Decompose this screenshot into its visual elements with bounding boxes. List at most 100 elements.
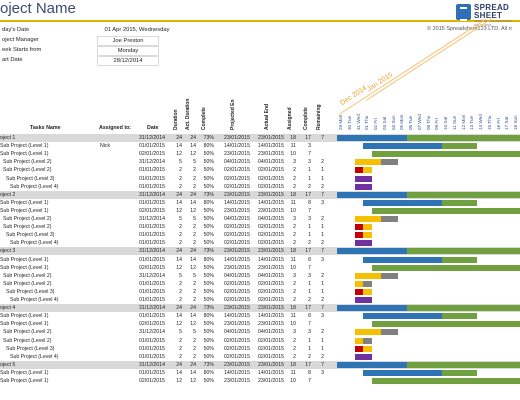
cell-as: 2 [293, 224, 296, 231]
cell-date: 02/01/2015 [139, 207, 165, 214]
cell-co: 2 [308, 353, 311, 360]
sub-project-row[interactable]: Sub Project (Level 3) 01/01/2015 2 2 50% 02/0… [0, 174, 520, 183]
sub-project-row[interactable]: Sub Project (Level 1) 02/01/2015 12 12 50% 23… [0, 377, 520, 386]
cell-dur: 2 [179, 288, 182, 295]
sub-project-row[interactable]: Sub Project (Level 4) 01/01/2015 2 2 50% 02/0… [0, 239, 520, 248]
gantt-bar-red [354, 167, 364, 174]
cell-date: 31/12/2014 [139, 329, 165, 336]
cell-task: Sub Project (Level 1) [0, 256, 49, 263]
gantt-bar-green [442, 199, 477, 206]
gantt-bar-yellow [354, 329, 381, 336]
cell-act: 24 [190, 305, 196, 312]
cell-pend: 23/01/2015 [224, 151, 250, 158]
sub-project-row[interactable]: Sub Project (Level 2) 31/12/2014 5 5 50% 04/0… [0, 328, 520, 337]
cell-pend: 02/01/2015 [224, 337, 250, 344]
sub-project-row[interactable]: Sub Project (Level 2) 31/12/2014 5 5 50% 04/0… [0, 158, 520, 167]
sub-project-row[interactable]: Sub Project (Level 2) 01/01/2015 2 2 50% 02/0… [0, 223, 520, 232]
cell-co: 3 [308, 272, 311, 279]
gantt-track [337, 174, 520, 183]
sub-project-row[interactable]: Sub Project (Level 3) 01/01/2015 2 2 50% 02/0… [0, 344, 520, 353]
sub-project-row[interactable]: Sub Project (Level 3) 01/01/2015 2 2 50% 02/0… [0, 287, 520, 296]
cell-pct: 80% [203, 199, 214, 206]
cell-date: 31/12/2014 [139, 135, 165, 141]
project-row[interactable]: oject 5 31/12/2014 24 24 73% 23/01/2015 23/01/… [0, 360, 520, 369]
sub-project-row[interactable]: Sub Project (Level 2) 01/01/2015 2 2 50% 02/0… [0, 336, 520, 345]
cell-act: 2 [193, 167, 196, 174]
gantt-track [337, 271, 520, 280]
cell-re: 3 [321, 256, 324, 263]
cell-dur: 5 [179, 216, 182, 222]
cell-co: 3 [308, 159, 311, 166]
cell-task: oject 1 [0, 135, 16, 141]
cell-date: 02/01/2015 [139, 378, 165, 384]
cell-date: 01/01/2015 [139, 199, 165, 206]
cell-date: 01/01/2015 [139, 280, 165, 287]
sub-project-row[interactable]: Sub Project (Level 1) 01/01/2015 14 14 80% 14… [0, 368, 520, 377]
gantt-track [337, 336, 520, 345]
sub-project-row[interactable]: Sub Project (Level 2) 01/01/2015 2 2 50% 02/0… [0, 279, 520, 288]
project-row[interactable]: oject 2 31/12/2014 24 24 73% 23/01/2015 23/01/… [0, 190, 520, 199]
gantt-bar-green [372, 321, 407, 328]
cell-act: 2 [193, 175, 196, 182]
sub-project-row[interactable]: Sub Project (Level 4) 01/01/2015 2 2 50% 02/0… [0, 352, 520, 361]
cell-re: 2 [321, 353, 324, 360]
start-date-field[interactable]: 28/12/2014 [97, 56, 159, 66]
sub-project-row[interactable]: Sub Project (Level 2) 31/12/2014 5 5 50% 04/0… [0, 215, 520, 224]
cell-task: Sub Project (Level 1) [0, 369, 49, 376]
cell-task: Sub Project (Level 1) [0, 378, 49, 384]
cell-dur: 14 [176, 256, 182, 263]
sub-project-row[interactable]: Sub Project (Level 2) 31/12/2014 5 5 50% 04/0… [0, 271, 520, 280]
sub-project-row[interactable]: Sub Project (Level 1) 02/01/2015 12 12 50% 23… [0, 320, 520, 329]
cell-aend: 23/01/2015 [258, 191, 284, 198]
project-row[interactable]: oject 4 31/12/2014 24 24 73% 23/01/2015 23/01/… [0, 304, 520, 313]
sub-project-row[interactable]: Sub Project (Level 3) 01/01/2015 2 2 50% 02/0… [0, 231, 520, 240]
cell-dur: 2 [179, 240, 182, 247]
sub-project-row[interactable]: Sub Project (Level 1) 02/01/2015 12 12 50% 23… [0, 150, 520, 159]
cell-co: 17 [305, 361, 311, 368]
cell-act: 12 [190, 321, 196, 328]
cell-act: 24 [190, 135, 196, 141]
cell-as: 10 [290, 151, 296, 158]
col-header-remaining: Remaining [316, 104, 322, 130]
gantt-bar-green [407, 264, 520, 271]
sub-project-row[interactable]: Sub Project (Level 1) 01/01/2015 14 14 80% 14… [0, 255, 520, 264]
cell-pct: 50% [203, 232, 214, 239]
gantt-bar-green [442, 369, 477, 376]
day-header: 09 Fri [434, 118, 440, 130]
project-row[interactable]: oject 1 31/12/2014 24 24 73% 23/01/2015 23/01/… [0, 134, 520, 143]
cell-pend: 02/01/2015 [224, 353, 250, 360]
sub-project-row[interactable]: Sub Project (Level 1) 01/01/2015 14 14 80% 14… [0, 198, 520, 207]
cell-pend: 14/01/2015 [224, 256, 250, 263]
cell-pct: 80% [203, 369, 214, 376]
cell-as: 11 [290, 369, 296, 376]
sub-project-row[interactable]: Sub Project (Level 1) 02/01/2015 12 12 50% 23… [0, 263, 520, 272]
cell-pend: 04/01/2015 [224, 216, 250, 222]
gantt-bar-yellow [363, 288, 372, 295]
project-row[interactable]: oject 3 31/12/2014 24 24 73% 23/01/2015 23/01/… [0, 247, 520, 256]
cell-pend: 14/01/2015 [224, 313, 250, 320]
day-header: 15 Thu [486, 115, 492, 130]
project-manager-field[interactable]: Joe Preston [97, 36, 159, 46]
cell-pend: 04/01/2015 [224, 329, 250, 336]
spreadsheet123-logo: SPREAD SHEET TEMPLATES & ADVANCED SOLUTI… [456, 3, 516, 27]
cell-pct: 50% [203, 272, 214, 279]
cell-date: 01/01/2015 [139, 240, 165, 247]
cell-task: Sub Project (Level 1) [0, 207, 49, 214]
week-start-field[interactable]: Monday [97, 46, 159, 56]
sub-project-row[interactable]: Sub Project (Level 4) 01/01/2015 2 2 50% 02/0… [0, 182, 520, 191]
cell-aend: 23/01/2015 [258, 361, 284, 368]
sub-project-row[interactable]: Sub Project (Level 1) 01/01/2015 14 14 80% 14… [0, 312, 520, 321]
sub-project-row[interactable]: Sub Project (Level 4) 01/01/2015 2 2 50% 02/0… [0, 296, 520, 305]
col-header-actual-end: Actual End [264, 103, 270, 130]
sub-project-row[interactable]: Sub Project (Level 1) Nick 01/01/2015 14 14 8… [0, 142, 520, 151]
cell-pend: 04/01/2015 [224, 272, 250, 279]
cell-task: Sub Project (Level 1) [0, 199, 49, 206]
gantt-bar-blue [337, 248, 407, 255]
cell-pend: 04/01/2015 [224, 159, 250, 166]
sub-project-row[interactable]: Sub Project (Level 2) 01/01/2015 2 2 50% 02/0… [0, 166, 520, 175]
sub-project-row[interactable]: Sub Project (Level 1) 02/01/2015 12 12 50% 23… [0, 206, 520, 215]
gantt-bar-green [407, 191, 520, 198]
cell-task: oject 5 [0, 361, 16, 368]
day-header: 16 Fri [495, 118, 501, 130]
cell-aend: 23/01/2015 [258, 321, 284, 328]
